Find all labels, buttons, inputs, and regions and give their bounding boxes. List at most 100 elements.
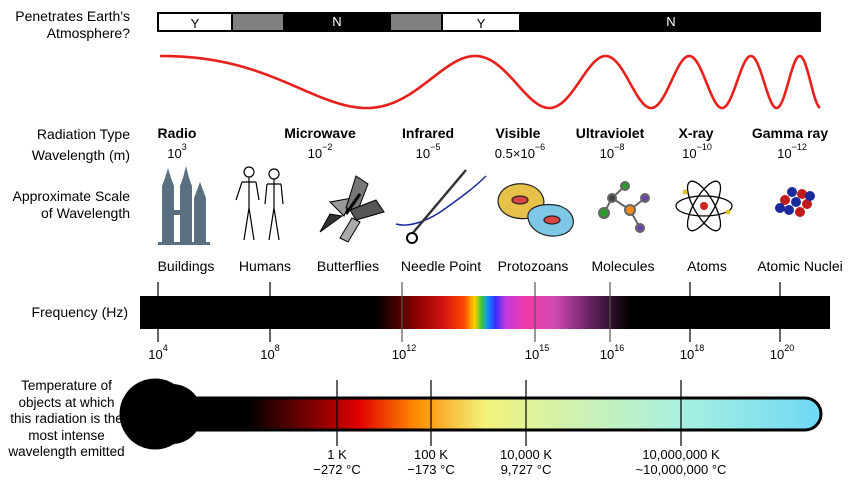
temperature-label-line-5: wavelength emitted [8, 444, 125, 459]
humans-icon [235, 166, 284, 241]
frequency-base: 10 [148, 347, 163, 362]
atmosphere-segment-partial [233, 12, 283, 32]
scale-object-humans: Humans [238, 258, 292, 274]
molecule-icon [598, 181, 650, 233]
atom-icon [675, 180, 733, 232]
temperature-label-line-2: objects at which [18, 394, 115, 410]
frequency-base: 10 [391, 347, 407, 362]
wavelength-label: Wavelength (m) [31, 147, 130, 163]
wavelength-radio: 103 [167, 142, 186, 161]
thermometer-tube [119, 378, 823, 450]
frequency-value: 1016 [599, 343, 624, 362]
scale-object-protozoans: Protozoans [497, 258, 569, 274]
frequency-base: 10 [769, 347, 785, 362]
protozoan-icon [497, 183, 574, 237]
temperature-label-line-3: this radiation is the [10, 411, 123, 426]
atmosphere-label-line-1: Penetrates Earth's [15, 8, 130, 24]
nucleus-icon [775, 187, 815, 217]
temperature-kelvin: 1 K [327, 447, 347, 462]
frequency-value: 108 [260, 343, 279, 362]
frequency-value: 1012 [391, 343, 416, 362]
wavelength-gamma: 10−12 [777, 142, 807, 161]
wavelength-exponent: −8 [614, 142, 625, 152]
needle-icon [395, 169, 487, 244]
temperature-kelvin: 10,000 K [499, 447, 553, 462]
scale-object-atomic-nuclei: Atomic Nuclei [757, 258, 843, 274]
wavelength-base: 10 [167, 146, 182, 161]
atmosphere-bar: Y N Y N [157, 0, 821, 40]
frequency-ticks [157, 282, 781, 342]
buildings-icon [158, 166, 210, 245]
temperature-celsius: −173 °C [407, 462, 455, 477]
scale-object-molecules: Molecules [591, 258, 655, 274]
frequency-base: 10 [599, 347, 615, 362]
atmosphere-segment-microwave: N [283, 12, 391, 32]
temperature-kelvin: 10,000,000 K [642, 447, 720, 462]
frequency-exponent: 18 [694, 343, 705, 353]
radiation-type-xray: X-ray [678, 125, 714, 141]
temperature-celsius: ~10,000,000 °C [635, 462, 727, 477]
wavelength-exponent: −6 [534, 142, 546, 152]
wave-line [160, 54, 821, 110]
approx-scale-label: Approximate Scale of Wavelength [0, 188, 130, 222]
frequency-exponent: 12 [406, 343, 417, 353]
radiation-type-visible: Visible [495, 125, 541, 141]
temperature-label: Temperature of objects at which this rad… [0, 378, 133, 461]
wavelength-microwave: 10−2 [307, 142, 333, 161]
wavelength-exponent: −2 [322, 142, 333, 152]
frequency-base: 10 [260, 347, 275, 362]
scale-icons [158, 166, 815, 245]
atmosphere-segment-label: N [332, 14, 342, 29]
wavelength-exponent: −5 [430, 142, 441, 152]
wavelength-base: 10 [599, 146, 615, 161]
frequency-value: 104 [148, 343, 167, 362]
atmosphere-segment-label: N [666, 14, 676, 29]
temperature-celsius: 9,727 °C [500, 462, 552, 477]
radiation-type-infrared: Infrared [401, 125, 455, 141]
frequency-exponent: 15 [539, 343, 550, 353]
approx-scale-line-1: Approximate Scale [12, 188, 130, 204]
temperature-value: 1 K −272 °C [313, 447, 360, 477]
frequency-value: 1020 [769, 343, 794, 362]
scale-object-needle-point: Needle Point [400, 258, 482, 274]
frequency-value: 1018 [679, 343, 704, 362]
wavelength-base: 0.5×10 [494, 146, 535, 161]
atmosphere-label: Penetrates Earth's Atmosphere? [0, 8, 130, 42]
thermometer-bulb [142, 384, 202, 444]
frequency-base: 10 [524, 347, 540, 362]
temperature-celsius: −272 °C [313, 462, 361, 477]
wavelength-exponent: −12 [791, 142, 807, 152]
frequency-exponent: 8 [274, 343, 280, 353]
atmosphere-segment-partial [391, 12, 441, 32]
wavelength-base: 10 [415, 146, 431, 161]
wavelength-base: 10 [307, 146, 323, 161]
radiation-type-ultraviolet: Ultraviolet [575, 125, 645, 141]
wavelength-exponent: −10 [696, 142, 712, 152]
temperature-value: 10,000 K 9,727 °C [500, 447, 552, 477]
frequency-bar [140, 296, 830, 329]
wavelength-wave [160, 54, 821, 110]
radiation-type-radio: Radio [157, 125, 197, 141]
wavelength-ultraviolet: 10−8 [599, 142, 625, 161]
approx-scale-line-2: of Wavelength [41, 205, 130, 221]
radiation-type-gamma: Gamma ray [751, 125, 829, 141]
atmosphere-segment-visible: Y [441, 12, 521, 32]
frequency-exponent: 4 [162, 343, 168, 353]
frequency-exponent: 16 [614, 343, 625, 353]
atmosphere-segment-radio: Y [157, 12, 233, 32]
wavelength-exponent: 3 [181, 142, 187, 152]
frequency-base: 10 [679, 347, 695, 362]
temperature-kelvin: 100 K [414, 447, 448, 462]
scale-object-butterflies: Butterflies [316, 258, 380, 274]
butterfly-icon [319, 175, 385, 243]
wavelength-infrared: 10−5 [415, 142, 441, 161]
thermometer [119, 378, 823, 450]
wavelength-xray: 10−10 [682, 142, 712, 161]
frequency-value: 1015 [524, 343, 549, 362]
wavelength-base: 10 [682, 146, 697, 161]
radiation-type-label: Radiation Type [36, 126, 130, 142]
wavelength-base: 10 [777, 146, 792, 161]
wavelength-visible: 0.5×10−6 [494, 142, 545, 161]
temperature-label-line-4: most intense [28, 427, 105, 443]
atmosphere-label-line-2: Atmosphere? [46, 25, 130, 41]
